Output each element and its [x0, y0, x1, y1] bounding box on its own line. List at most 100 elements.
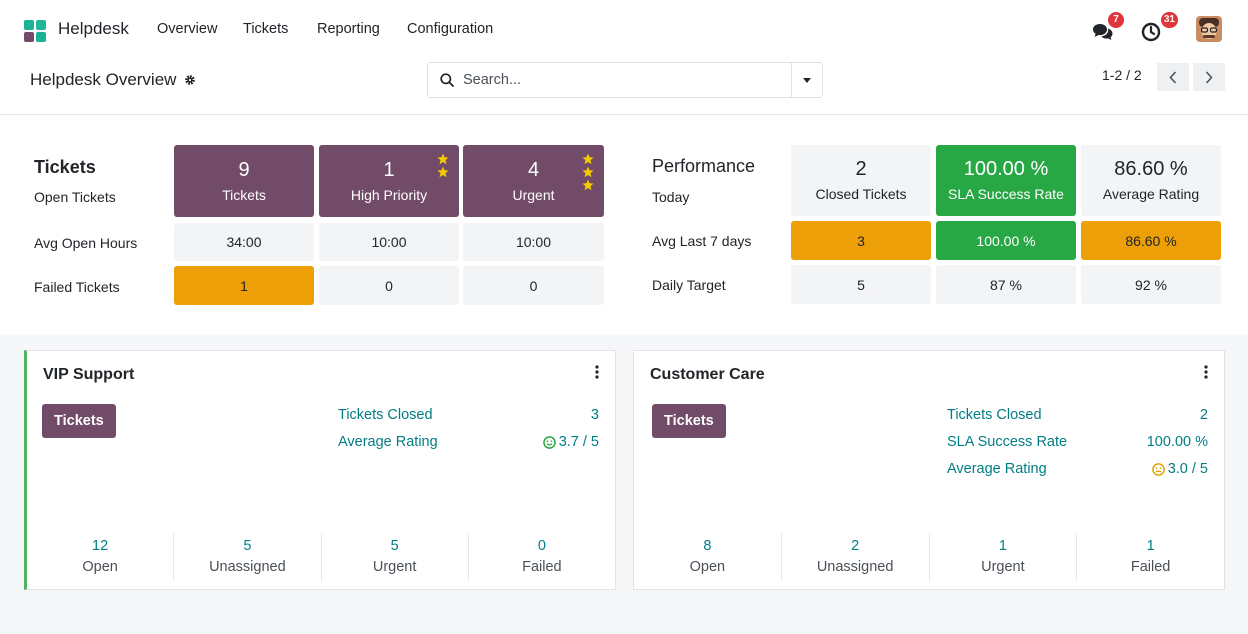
footer-open[interactable]: 12 Open — [27, 533, 175, 581]
tile-label: Tickets — [222, 186, 266, 203]
app-name[interactable]: Helpdesk — [58, 19, 129, 38]
activities-badge: 31 — [1160, 12, 1178, 28]
gear-icon[interactable] — [184, 74, 196, 86]
footer-urgent[interactable]: 1 Urgent — [930, 533, 1078, 581]
pager-previous-button[interactable] — [1157, 63, 1189, 91]
footer-label: Urgent — [372, 559, 417, 575]
tickets-button[interactable]: Tickets — [42, 404, 116, 438]
failed-urgent[interactable]: 0 — [463, 266, 604, 305]
tile-open-tickets[interactable]: 9 Tickets — [174, 145, 314, 217]
last7-closed[interactable]: 3 — [791, 221, 931, 260]
tile-label: Urgent — [512, 186, 555, 203]
avg-hours-high-priority[interactable]: 10:00 — [319, 223, 459, 261]
tile-label: High Priority — [350, 186, 428, 203]
star-icon — [437, 166, 449, 178]
tickets-button[interactable]: Tickets — [652, 404, 726, 438]
failed-tickets-label: Failed Tickets — [34, 279, 120, 295]
footer-unassigned[interactable]: 5 Unassigned — [174, 533, 322, 581]
last7-sla[interactable]: 100.00 % — [936, 221, 1076, 260]
team-name: Customer Care — [650, 366, 765, 383]
star-icon — [582, 153, 594, 165]
helpdesk-logo-icon[interactable] — [24, 20, 46, 42]
pager-value[interactable]: 1-2 / 2 — [1102, 67, 1142, 83]
tile-average-rating[interactable]: 86.60 % Average Rating — [1081, 145, 1221, 216]
footer-label: Unassigned — [209, 559, 286, 575]
stat-average-rating[interactable]: 3.7 / 5 — [542, 434, 599, 450]
tile-value: 86.60 % — [1114, 158, 1188, 180]
stat-average-rating-value: 3.0 / 5 — [1167, 461, 1208, 477]
urgent-stars — [582, 153, 594, 191]
footer-label: Failed — [1130, 559, 1171, 575]
avg-last-7-days-label: Avg Last 7 days — [652, 233, 752, 249]
stat-sla-success-rate-value[interactable]: 100.00 % — [1146, 434, 1208, 450]
footer-label: Urgent — [981, 559, 1025, 575]
stat-average-rating-label[interactable]: Average Rating — [947, 461, 1047, 477]
open-tickets-label: Open Tickets — [34, 189, 116, 205]
footer-label: Failed — [522, 559, 562, 575]
tile-closed-tickets[interactable]: 2 Closed Tickets — [791, 145, 931, 216]
footer-unassigned[interactable]: 2 Unassigned — [782, 533, 930, 581]
target-closed[interactable]: 5 — [791, 265, 931, 304]
menu-reporting[interactable]: Reporting — [317, 21, 380, 37]
avg-open-hours-label: Avg Open Hours — [34, 235, 138, 251]
neutral-face-icon — [1151, 462, 1165, 476]
messages-badge: 7 — [1108, 12, 1124, 28]
chat-icon — [1093, 24, 1113, 40]
target-rating[interactable]: 92 % — [1081, 265, 1221, 304]
footer-urgent[interactable]: 5 Urgent — [322, 533, 469, 581]
footer-number: 5 — [390, 538, 399, 554]
avatar-image-icon — [1196, 16, 1222, 42]
stat-average-rating[interactable]: 3.0 / 5 — [1151, 461, 1208, 477]
footer-number: 8 — [703, 538, 712, 554]
tile-value: 4 — [527, 158, 540, 181]
star-icon — [437, 153, 449, 165]
tile-label: Average Rating — [1102, 186, 1200, 202]
smile-icon — [542, 435, 556, 449]
priority-stars — [437, 153, 449, 178]
footer-number: 0 — [537, 538, 546, 554]
stat-tickets-closed-label[interactable]: Tickets Closed — [338, 407, 433, 423]
tile-urgent[interactable]: 4 Urgent — [463, 145, 604, 217]
today-label: Today — [652, 189, 690, 205]
failed-all[interactable]: 1 — [174, 266, 314, 305]
footer-label: Unassigned — [816, 559, 894, 575]
last7-rating[interactable]: 86.60 % — [1081, 221, 1221, 260]
tile-label: SLA Success Rate — [948, 186, 1064, 202]
stat-average-rating-value: 3.7 / 5 — [558, 434, 599, 450]
kebab-menu-icon[interactable] — [1204, 365, 1208, 379]
footer-open[interactable]: 8 Open — [634, 533, 782, 581]
chevron-right-icon — [1205, 70, 1213, 84]
avg-hours-urgent[interactable]: 10:00 — [463, 223, 604, 261]
control-panel-divider — [0, 114, 1248, 115]
kebab-menu-icon[interactable] — [595, 365, 599, 379]
messages-button[interactable]: 7 — [1090, 12, 1124, 44]
tile-high-priority[interactable]: 1 High Priority — [319, 145, 459, 217]
menu-tickets[interactable]: Tickets — [243, 21, 289, 37]
footer-number: 1 — [998, 538, 1007, 554]
stat-sla-success-rate-label[interactable]: SLA Success Rate — [947, 434, 1068, 450]
menu-configuration[interactable]: Configuration — [407, 21, 494, 37]
stat-tickets-closed-label[interactable]: Tickets Closed — [947, 407, 1042, 423]
stat-tickets-closed-value[interactable]: 3 — [590, 407, 599, 423]
failed-high-priority[interactable]: 0 — [319, 266, 459, 305]
footer-failed[interactable]: 0 Failed — [469, 533, 615, 581]
top-navbar: Helpdesk Overview Tickets Reporting Conf… — [0, 0, 1248, 58]
team-card-vip-support[interactable]: VIP Support Tickets Tickets Closed 3 Ave… — [24, 350, 616, 590]
stat-average-rating-label[interactable]: Average Rating — [338, 434, 438, 450]
footer-failed[interactable]: 1 Failed — [1077, 533, 1224, 581]
menu-overview[interactable]: Overview — [157, 21, 218, 37]
search-input[interactable] — [463, 72, 763, 88]
target-sla[interactable]: 87 % — [936, 265, 1076, 304]
stat-tickets-closed-value[interactable]: 2 — [1199, 407, 1208, 423]
team-card-customer-care[interactable]: Customer Care Tickets Tickets Closed 2 S… — [633, 350, 1225, 590]
activities-button[interactable]: 31 — [1140, 12, 1178, 44]
avg-hours-all[interactable]: 34:00 — [174, 223, 314, 261]
footer-label: Open — [689, 559, 726, 575]
user-avatar[interactable] — [1196, 16, 1222, 42]
search-options-toggle[interactable] — [791, 63, 822, 97]
tile-sla-success-rate[interactable]: 100.00 % SLA Success Rate — [936, 145, 1076, 216]
page-title-text: Helpdesk Overview — [30, 70, 177, 89]
star-icon — [582, 179, 594, 191]
pager-next-button[interactable] — [1193, 63, 1225, 91]
team-footer-stats: 8 Open 2 Unassigned 1 Urgent 1 Failed — [634, 533, 1224, 581]
